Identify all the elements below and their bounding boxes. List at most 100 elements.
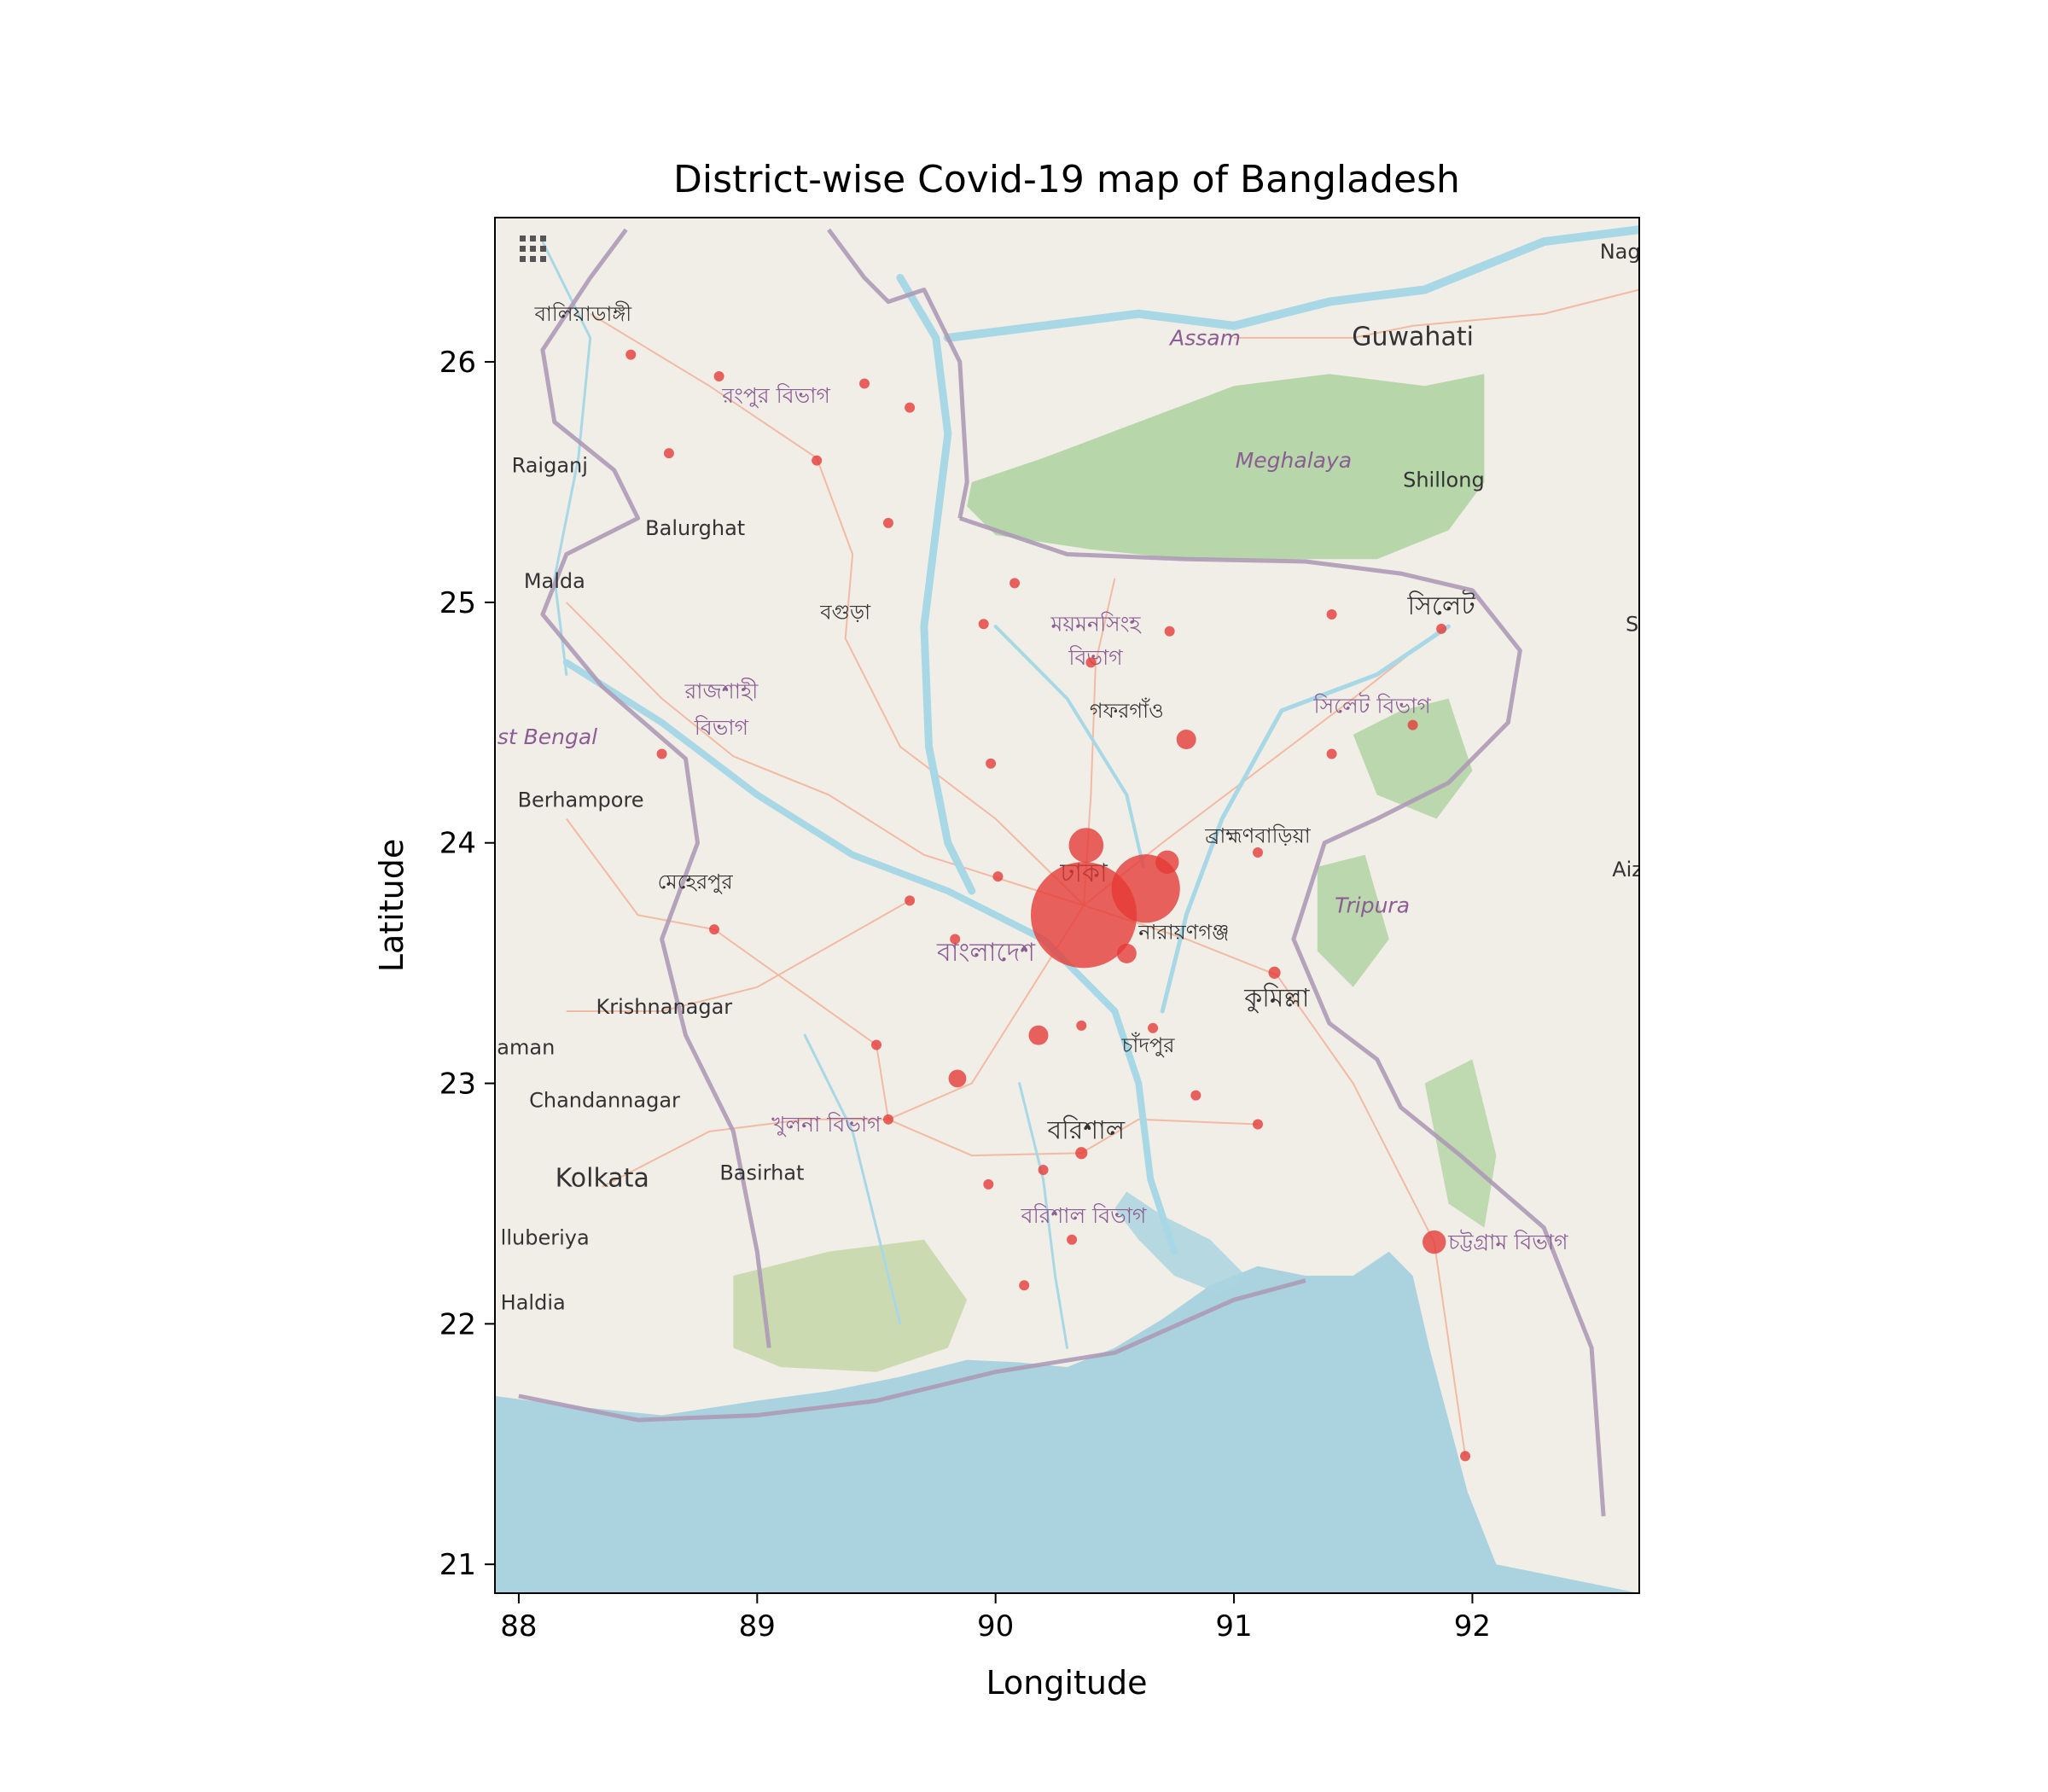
place-label: রাজশাহী	[684, 678, 759, 704]
case-marker	[1326, 748, 1337, 759]
case-marker	[978, 619, 989, 630]
case-marker	[948, 1069, 967, 1088]
y-tick-label: 25	[439, 586, 476, 620]
meghalaya-hills	[967, 374, 1485, 560]
x-tick-label: 90	[977, 1609, 1014, 1644]
borders	[518, 228, 1606, 1516]
case-marker	[1176, 730, 1196, 750]
case-marker	[1423, 1230, 1446, 1254]
river	[1160, 624, 1451, 1014]
case-marker	[1436, 623, 1447, 634]
x-tick-label: 92	[1454, 1609, 1491, 1644]
place-label: বালিয়াডাঙ্গী	[534, 301, 633, 326]
case-marker	[625, 349, 637, 360]
place-label: খুলনা বিভাগ	[771, 1112, 881, 1137]
place-label: ব্রাহ্মণবাড়িয়া	[1204, 824, 1312, 848]
river	[562, 659, 1178, 1255]
basemap[interactable]: বালিয়াডাঙ্গী রংপুর বিভাগ Raiganj Balurghat…	[495, 218, 1643, 1593]
river	[896, 274, 976, 895]
place-label: Kolkata	[556, 1164, 649, 1194]
border-line	[959, 515, 1606, 1516]
case-marker	[1028, 1025, 1049, 1045]
case-markers	[625, 349, 1471, 1462]
place-label: সিলেট বিভাগ	[1312, 693, 1431, 719]
road	[566, 899, 911, 1012]
case-marker	[1190, 1090, 1201, 1101]
case-marker	[1460, 1451, 1471, 1462]
border-line	[827, 228, 969, 519]
place-label: বগুড়া	[819, 601, 871, 625]
place-label: Tripura	[1335, 893, 1410, 917]
place-label: Raiganj	[512, 454, 588, 478]
x-tick-label: 88	[500, 1609, 537, 1644]
place-label: চট্টগ্রাম বিভাগ	[1447, 1230, 1568, 1254]
y-axis: 21 22 23 24 25 26	[439, 346, 495, 1582]
road	[590, 312, 1085, 906]
place-label: Guwahati	[1352, 322, 1474, 352]
border-line	[540, 228, 771, 1348]
y-axis-label: Latitude	[373, 839, 410, 972]
y-tick-label: 22	[439, 1307, 476, 1341]
place-label: বিভাগ	[694, 715, 749, 740]
tripura-hills	[1317, 854, 1389, 987]
case-marker	[1326, 609, 1337, 620]
road	[1234, 288, 1639, 339]
place-label: Aiz	[1612, 858, 1643, 881]
place-label: চাঁদপুর	[1120, 1033, 1175, 1057]
case-marker	[859, 378, 870, 389]
case-marker	[1068, 828, 1104, 863]
chittagong-hills	[1424, 1059, 1497, 1228]
river	[943, 225, 1639, 342]
sundarbans	[733, 1239, 968, 1372]
river	[541, 240, 592, 676]
case-marker	[663, 448, 674, 459]
case-marker	[1155, 850, 1179, 874]
roads	[565, 288, 1639, 1457]
bay-of-bengal	[495, 1251, 1639, 1593]
rivers	[541, 225, 1639, 1349]
x-axis: 88 89 90 91 92	[500, 1593, 1491, 1644]
river	[803, 1033, 902, 1325]
place-label: নারায়ণগঞ্জ	[1137, 920, 1229, 944]
case-marker	[882, 517, 893, 528]
case-marker	[1164, 625, 1175, 637]
case-marker	[1076, 1020, 1087, 1031]
case-marker	[1038, 1165, 1049, 1175]
border-line	[518, 1278, 1306, 1423]
place-label: Basirhat	[719, 1161, 804, 1184]
x-tick-label: 89	[739, 1609, 776, 1644]
road	[566, 602, 1085, 906]
place-label: Balurghat	[645, 516, 745, 540]
place-label: st Bengal	[497, 724, 597, 749]
place-label: সিলেট	[1407, 590, 1476, 621]
case-marker	[1253, 1119, 1263, 1130]
case-marker	[1019, 1280, 1030, 1291]
case-marker	[1009, 578, 1021, 589]
place-label: বরিশাল	[1047, 1114, 1126, 1145]
sylhet-hills	[1353, 698, 1473, 819]
y-tick-label: 23	[439, 1068, 476, 1102]
case-marker	[1067, 1234, 1078, 1245]
place-label: ময়মনসিংহ	[1050, 612, 1143, 637]
tile-grid-icon[interactable]	[520, 236, 546, 262]
place-label: বরিশাল বিভাগ	[1021, 1203, 1147, 1228]
case-marker	[1148, 1022, 1159, 1033]
place-label: Krishnanagar	[596, 995, 733, 1019]
case-marker	[905, 895, 916, 906]
x-axis-label: Longitude	[986, 1664, 1148, 1702]
forest-areas	[733, 374, 1497, 1372]
case-marker	[713, 371, 724, 381]
place-label: রংপুর বিভাগ	[721, 383, 830, 409]
place-label: Haldia	[501, 1290, 566, 1314]
case-marker	[992, 871, 1004, 882]
case-marker	[882, 1114, 893, 1125]
place-label: Nag	[1600, 240, 1641, 264]
place-label: Malda	[524, 569, 585, 593]
case-marker	[983, 1178, 994, 1190]
water-areas	[495, 1191, 1639, 1593]
y-tick-label: 24	[439, 827, 476, 861]
case-marker	[950, 934, 961, 945]
case-marker	[1085, 657, 1097, 668]
place-label: Chandannagar	[529, 1089, 680, 1113]
case-marker	[656, 748, 667, 759]
